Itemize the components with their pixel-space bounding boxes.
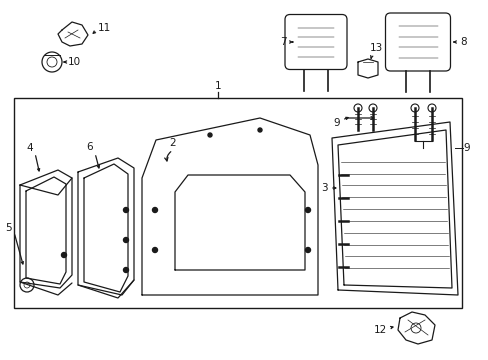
Text: 1: 1 [214,81,221,91]
Text: 11: 11 [98,23,111,33]
Circle shape [123,267,128,273]
Text: 10: 10 [68,57,81,67]
Circle shape [152,248,157,252]
Text: 2: 2 [169,138,176,148]
Bar [14,98,461,308]
Text: 12: 12 [373,325,386,335]
Text: 6: 6 [86,142,93,152]
Circle shape [305,248,310,252]
Circle shape [305,207,310,212]
Circle shape [207,133,212,137]
Text: 9: 9 [462,143,468,153]
Circle shape [123,238,128,243]
Text: 13: 13 [369,43,383,53]
Circle shape [61,252,66,257]
Text: 4: 4 [27,143,33,153]
Text: 5: 5 [5,223,11,233]
Text: 8: 8 [459,37,466,47]
Text: 3: 3 [321,183,327,193]
Text: 7: 7 [280,37,286,47]
Text: 9: 9 [333,118,339,128]
Circle shape [258,128,262,132]
Circle shape [152,207,157,212]
Circle shape [123,207,128,212]
